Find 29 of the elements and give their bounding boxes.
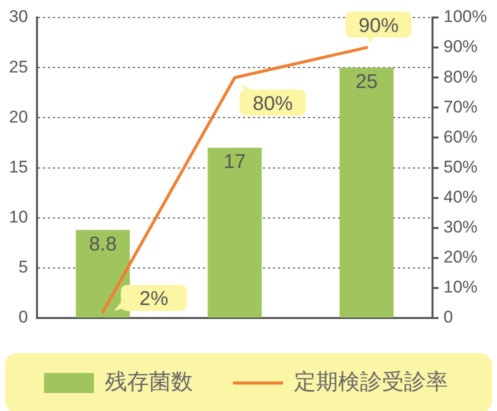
y2-tick-label: 50% [444,157,478,176]
y2-tick-label: 40% [444,187,478,206]
y2-tick-label: 70% [444,97,478,116]
y-tick-label: 25 [8,57,28,76]
bar [76,230,130,318]
y-tick-label: 0 [18,308,28,327]
data-label: 25 [355,71,378,94]
y2-tick-label: 20% [444,248,478,267]
legend-label: 残存菌数 [105,369,193,394]
y2-tick-label: 80% [444,67,478,86]
y-tick-label: 15 [8,157,28,176]
data-label: 90% [358,14,399,37]
data-label: 8.8 [88,233,117,256]
y-tick-label: 5 [18,258,28,277]
y2-tick-label: 90% [444,37,478,56]
data-label: 17 [224,151,246,174]
y-tick-label: 10 [8,208,28,227]
legend-label: 定期検診受診率 [294,369,448,394]
bar [208,148,262,318]
data-label: 2% [139,288,168,310]
y2-tick-label: 10% [444,278,478,297]
y2-tick-label: 100% [444,7,488,26]
y2-tick-label: 0 [444,308,453,327]
y2-tick-label: 30% [444,218,478,237]
bar [340,68,394,318]
y2-tick-label: 60% [444,127,478,146]
data-label: 80% [252,92,293,115]
y-tick-label: 20 [8,107,28,126]
y-tick-label: 30 [8,7,28,26]
